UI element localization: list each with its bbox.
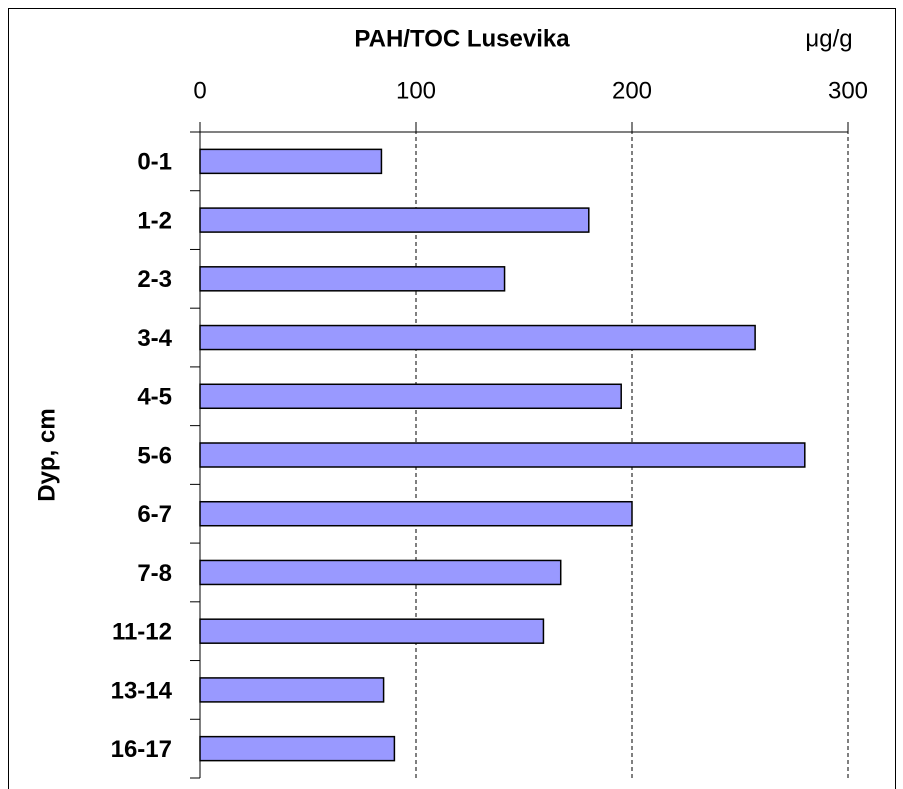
x-tick-label: 0 [193,77,206,104]
y-tick-label: 5-6 [137,442,172,469]
y-tick-label: 3-4 [137,325,172,352]
bar [199,677,385,703]
bar [199,618,545,644]
bar [199,383,622,410]
y-tick-label: 4-5 [137,384,172,411]
y-tick-label: 16-17 [111,736,172,763]
bar [199,442,806,468]
bar [199,266,506,292]
y-tick-label: 2-3 [137,266,172,293]
chart-frame [8,8,896,789]
bar [199,500,633,527]
y-tick-label: 0-1 [137,149,172,176]
x-tick-label: 100 [396,77,436,104]
unit-label: μg/g [805,25,852,52]
x-tick-label: 200 [612,77,652,104]
y-tick-label: 7-8 [137,560,172,587]
bar [199,324,756,351]
bar [199,148,383,175]
bar [199,735,396,762]
chart-title: PAH/TOC Lusevika [354,25,570,52]
y-tick-label: 13-14 [111,677,173,704]
y-axis-label: Dyp, cm [33,408,60,501]
y-tick-label: 6-7 [137,501,172,528]
bar [199,207,590,233]
x-tick-label: 300 [828,77,868,104]
y-tick-label: 1-2 [137,207,172,234]
bar [199,559,562,586]
y-tick-label: 11-12 [112,619,172,646]
